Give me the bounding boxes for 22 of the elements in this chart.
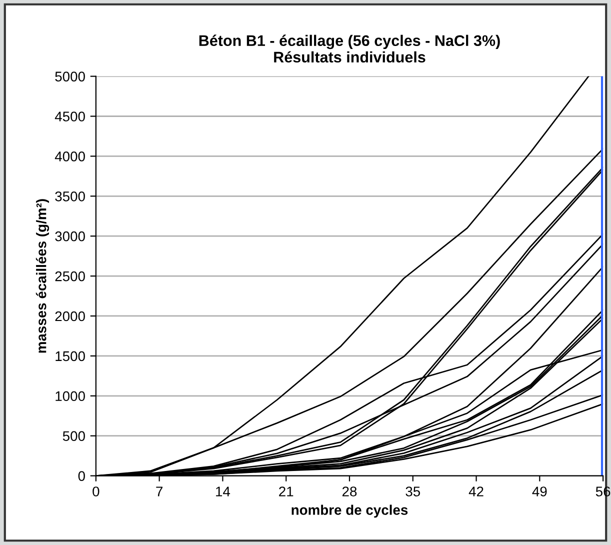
- x-tick-label: 42: [468, 486, 484, 496]
- y-tick-label: 500: [62, 431, 85, 442]
- y-tick-label: 0: [78, 471, 85, 481]
- x-tick-label: 0: [92, 486, 100, 496]
- y-tick-label: 2000: [55, 311, 85, 322]
- x-tick-label: 35: [406, 486, 420, 496]
- y-tick-label: 2500: [55, 271, 85, 282]
- y-tick-label: 5000: [55, 72, 85, 82]
- y-tick-label: 3000: [55, 231, 85, 242]
- x-tick-label: 14: [216, 486, 230, 496]
- x-axis-title: nombre de cycles: [292, 504, 408, 518]
- x-tick-label: 28: [342, 486, 357, 496]
- y-axis-title: masses écaillées (g/m²): [36, 199, 50, 353]
- chart-title: Béton B1 - écaillage (56 cycles - NaCl 3%) Résultats individuels: [199, 34, 500, 63]
- y-tick-label: 1500: [56, 351, 85, 362]
- y-tick-label: 3500: [55, 191, 85, 202]
- y-tick-label: 4000: [54, 152, 85, 162]
- x-tick-label: 49: [532, 486, 547, 496]
- y-tick-label: 4500: [54, 112, 85, 122]
- y-tick-label: 1000: [56, 391, 85, 402]
- x-tick-label: 21: [279, 486, 294, 496]
- x-tick-label: 7: [156, 486, 162, 496]
